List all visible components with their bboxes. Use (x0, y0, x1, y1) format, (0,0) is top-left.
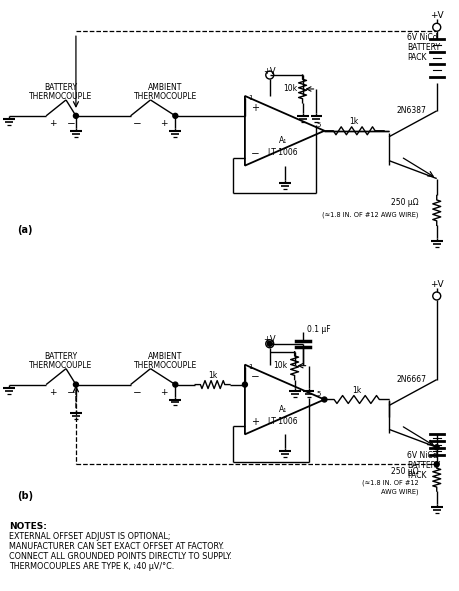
Text: AWG WIRE): AWG WIRE) (381, 488, 419, 495)
Text: 250 μΩ: 250 μΩ (391, 198, 419, 207)
Text: BATTERY: BATTERY (407, 43, 440, 51)
Text: EXTERNAL OFFSET ADJUST IS OPTIONAL;: EXTERNAL OFFSET ADJUST IS OPTIONAL; (9, 532, 171, 541)
Text: (≈1.8 IN. OF #12 AWG WIRE): (≈1.8 IN. OF #12 AWG WIRE) (322, 211, 419, 217)
Text: −: − (251, 149, 259, 158)
Circle shape (73, 382, 78, 387)
Text: CONNECT ALL GROUNDED POINTS DIRECTLY TO SUPPLY.: CONNECT ALL GROUNDED POINTS DIRECTLY TO … (9, 552, 232, 561)
Text: +: + (251, 103, 259, 113)
Text: 5: 5 (316, 122, 321, 128)
Circle shape (434, 462, 439, 467)
Circle shape (242, 382, 247, 387)
Text: 2N6667: 2N6667 (397, 375, 427, 384)
Text: LT 1006: LT 1006 (268, 148, 297, 157)
Text: 1k: 1k (208, 371, 217, 380)
Circle shape (267, 341, 272, 346)
Text: BATTERY: BATTERY (45, 352, 78, 361)
Text: MANUFACTURER CAN SET EXACT OFFSET AT FACTORY.: MANUFACTURER CAN SET EXACT OFFSET AT FAC… (9, 542, 224, 551)
Circle shape (73, 113, 78, 118)
Text: AMBIENT: AMBIENT (148, 83, 183, 92)
Text: +: + (49, 388, 57, 397)
Text: −: − (67, 388, 75, 398)
Text: 5: 5 (316, 391, 321, 397)
Text: 10k: 10k (284, 85, 298, 93)
Text: AMBIENT: AMBIENT (148, 352, 183, 361)
Text: THERMOCOUPLES ARE TYPE K, ≀40 μV/°C.: THERMOCOUPLES ARE TYPE K, ≀40 μV/°C. (9, 561, 174, 571)
Text: −: − (67, 119, 75, 129)
Text: +V: +V (263, 335, 276, 345)
Text: LT 1006: LT 1006 (268, 417, 297, 426)
Text: +V: +V (430, 11, 443, 20)
Text: THERMOCOUPLE: THERMOCOUPLE (29, 361, 93, 370)
Text: PACK: PACK (407, 470, 426, 480)
Text: 1: 1 (249, 95, 253, 101)
Text: 2N6387: 2N6387 (397, 106, 427, 115)
Circle shape (173, 113, 178, 118)
Circle shape (322, 397, 327, 402)
Text: THERMOCOUPLE: THERMOCOUPLE (134, 361, 197, 370)
Text: BATTERY: BATTERY (407, 461, 440, 470)
Circle shape (173, 382, 178, 387)
Text: (a): (a) (17, 225, 33, 235)
Text: −: − (133, 119, 142, 129)
Text: PACK: PACK (407, 53, 426, 61)
Text: THERMOCOUPLE: THERMOCOUPLE (134, 92, 197, 102)
Text: BATTERY: BATTERY (45, 83, 78, 92)
Text: (b): (b) (17, 491, 34, 501)
Text: +: + (160, 119, 167, 128)
Text: 1k: 1k (350, 118, 359, 126)
Text: +: + (49, 119, 57, 128)
Text: 10k: 10k (274, 361, 288, 370)
Text: 1: 1 (249, 363, 253, 369)
Text: 1k: 1k (352, 386, 361, 395)
Text: A₁: A₁ (279, 405, 287, 414)
Text: NOTES:: NOTES: (9, 522, 47, 531)
Text: +V: +V (430, 280, 443, 288)
Text: −: − (133, 388, 142, 398)
Text: (≈1.8 IN. OF #12: (≈1.8 IN. OF #12 (362, 479, 419, 486)
Text: 6V NiCd: 6V NiCd (407, 451, 437, 460)
Text: +V: +V (263, 67, 276, 76)
Text: +: + (160, 388, 167, 397)
Text: 6V NiCd: 6V NiCd (407, 33, 437, 42)
Text: 0.1 μF: 0.1 μF (307, 325, 330, 335)
Text: −: − (251, 372, 259, 382)
Circle shape (434, 445, 439, 450)
Text: THERMOCOUPLE: THERMOCOUPLE (29, 92, 93, 102)
Text: A₁: A₁ (279, 137, 287, 145)
Text: 250 μΩ: 250 μΩ (391, 467, 419, 476)
Text: +: + (251, 417, 259, 427)
